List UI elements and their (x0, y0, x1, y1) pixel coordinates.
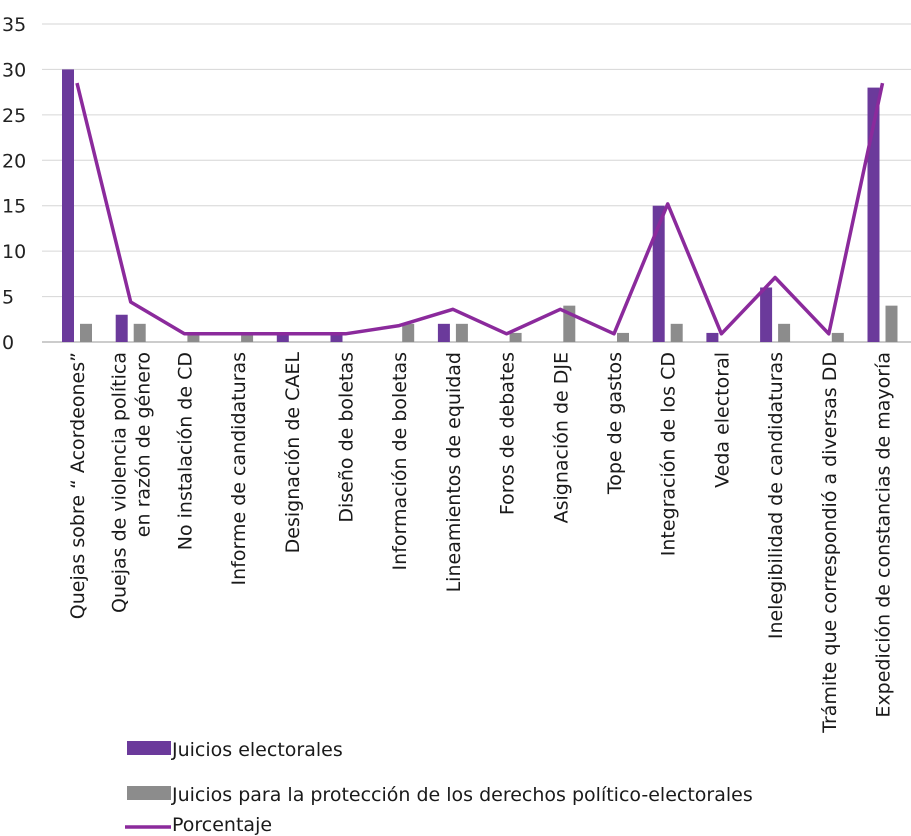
bar-juicios-proteccion (133, 323, 146, 342)
bar-juicios-proteccion (670, 323, 683, 342)
category-label: Expedición de constancias de mayoría (873, 352, 895, 718)
bar-juicios-electorales (652, 205, 665, 342)
bar-juicios-proteccion (617, 332, 629, 342)
bar-juicios-proteccion (402, 323, 415, 342)
category-label-line: Foros de debates (497, 352, 519, 515)
category-label: Veda electoral (711, 352, 733, 488)
y-tick-label: 5 (2, 287, 14, 309)
category-label-line: Tope de gastos (604, 352, 626, 495)
category-label-line: Asignación de DJE (550, 352, 572, 523)
legend-label-juicios-electorales: Juicios electorales (171, 739, 343, 761)
category-label-line: Informe de candidaturas (228, 352, 250, 585)
category-label: Informe de candidaturas (228, 352, 250, 585)
category-label: Quejas de violencia política en razón de … (109, 352, 155, 613)
category-label: Trámite que correspondió a diversas DD (819, 352, 841, 734)
legend: Juicios electorales Juicios para la prot… (125, 739, 753, 836)
category-label: Asignación de DJE (550, 352, 572, 523)
legend-label-porcentaje: Porcentaje (172, 814, 272, 836)
category-label-line: Quejas de violencia política (109, 352, 131, 613)
bar-juicios-proteccion (778, 323, 791, 342)
category-label: Designación de CAEL (282, 352, 304, 554)
bar-juicios-proteccion (187, 332, 200, 342)
bar-juicios-electorales (62, 69, 74, 342)
category-label-line: Integración de los CD (658, 352, 680, 556)
y-tick-label: 25 (2, 105, 26, 127)
category-label-line: Designación de CAEL (282, 352, 304, 554)
bar-juicios-electorales (276, 332, 289, 342)
category-label-line: Diseño de boletas (336, 352, 358, 523)
bar-juicios-electorales (437, 323, 450, 342)
line-porcentaje (75, 82, 885, 336)
category-label: No instalación de CD (174, 352, 196, 550)
category-label-line: Inelegibilidad de candidaturas (765, 352, 787, 639)
gridlines (42, 23, 911, 343)
y-tick-label: 10 (2, 241, 26, 263)
bar-juicios-proteccion (80, 323, 92, 342)
y-tick-label: 30 (2, 59, 26, 81)
category-label-line: Quejas sobre “ Acordeones” (67, 352, 89, 619)
bar-juicios-proteccion (241, 332, 254, 342)
legend-label-juicios-proteccion: Juicios para la protección de los derech… (171, 784, 753, 806)
category-label-line: Expedición de constancias de mayoría (873, 352, 895, 718)
category-label-line: Información de boletas (389, 352, 411, 570)
bar-juicios-proteccion (509, 332, 522, 342)
legend-swatch-juicios-proteccion (127, 786, 171, 800)
bar-juicios-electorales (115, 314, 128, 342)
category-label: Inelegibilidad de candidaturas (765, 352, 787, 639)
category-label: Lineamientos de equidad (443, 352, 465, 592)
category-label: Quejas sobre “ Acordeones” (67, 352, 89, 619)
category-label: Foros de debates (497, 352, 519, 515)
percentage-line (75, 82, 885, 336)
category-label: Diseño de boletas (336, 352, 358, 523)
y-tick-label: 15 (2, 196, 26, 218)
bar-juicios-electorales (706, 332, 719, 342)
category-label-line: Veda electoral (711, 352, 733, 488)
y-tick-label: 35 (2, 14, 26, 36)
bar-juicios-electorales (330, 332, 343, 342)
category-label-line: No instalación de CD (174, 352, 196, 550)
bar-juicios-proteccion (831, 332, 844, 342)
y-tick-label: 20 (2, 150, 26, 172)
legend-swatch-juicios-electorales (127, 741, 171, 755)
category-label: Tope de gastos (604, 352, 626, 495)
category-label-line: en razón de género (133, 352, 155, 537)
bar-juicios-proteccion (455, 323, 468, 342)
category-label: Integración de los CD (658, 352, 680, 556)
bar-juicios-electorales (867, 87, 880, 342)
category-label-line: Trámite que correspondió a diversas DD (819, 352, 841, 734)
category-label-line: Lineamientos de equidad (443, 352, 465, 592)
category-label: Información de boletas (389, 352, 411, 570)
bar-juicios-electorales (760, 287, 773, 342)
y-tick-label: 0 (2, 332, 14, 354)
y-axis-ticks: 0 5 10 15 20 25 30 35 (2, 14, 26, 354)
bar-juicios-proteccion (885, 305, 898, 342)
category-labels: Quejas sobre “ Acordeones” Quejas de viol… (67, 352, 895, 734)
bars (62, 69, 898, 342)
